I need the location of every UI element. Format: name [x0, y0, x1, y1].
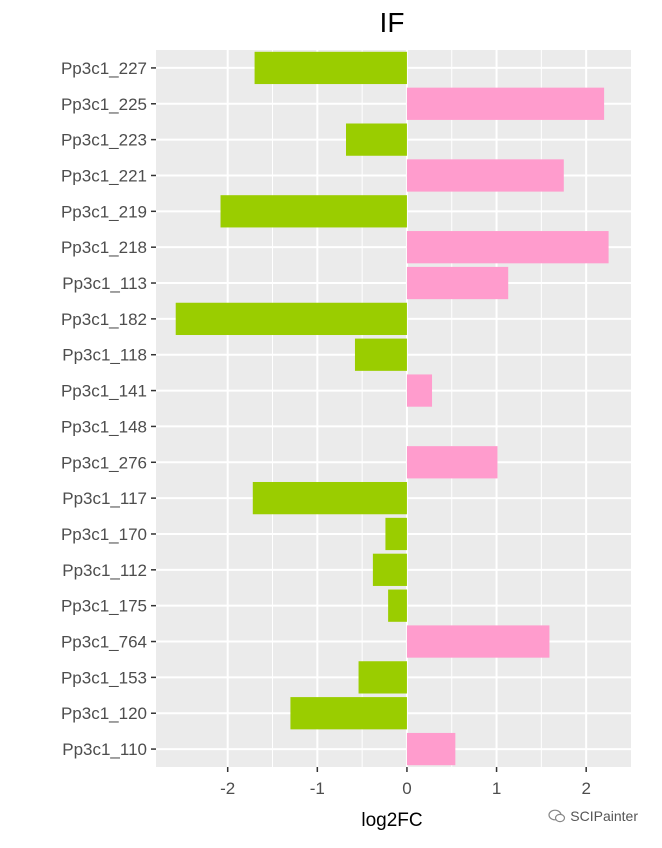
y-tick-label: Pp3c1_118	[62, 346, 147, 365]
y-tick-label: Pp3c1_153	[61, 668, 147, 687]
bar-Pp3c1_170	[385, 517, 407, 551]
y-tick-label: Pp3c1_120	[61, 704, 147, 723]
chart-title: IF	[380, 7, 405, 38]
bar-Pp3c1_225	[406, 87, 605, 120]
y-tick-label: Pp3c1_113	[62, 274, 147, 293]
bar-Pp3c1_218	[406, 231, 609, 264]
watermark-text: SCIPainter	[570, 808, 638, 824]
wechat-icon	[548, 809, 566, 823]
y-tick-label: Pp3c1_218	[61, 238, 147, 257]
y-tick-label: Pp3c1_141	[61, 382, 147, 401]
bar-Pp3c1_110	[406, 732, 456, 766]
bar-Pp3c1_182	[175, 302, 407, 336]
y-tick-label: Pp3c1_117	[62, 489, 147, 508]
x-tick-label: 2	[581, 779, 590, 798]
bar-Pp3c1_219	[220, 195, 407, 228]
y-tick-label: Pp3c1_175	[61, 597, 147, 616]
x-tick-label: -2	[220, 779, 235, 798]
watermark: SCIPainter	[548, 808, 638, 824]
bar-Pp3c1_153	[358, 661, 407, 694]
axes: Pp3c1_227 Pp3c1_225 Pp3c1_223 Pp3c1_221 Pp3c…	[61, 59, 591, 798]
y-tick-label: Pp3c1_764	[61, 633, 147, 652]
y-tick-label: Pp3c1_170	[61, 525, 147, 544]
bar-Pp3c1_764	[406, 625, 550, 658]
x-tick-label: 1	[492, 779, 501, 798]
x-tick-label: 0	[402, 779, 411, 798]
bar-Pp3c1_120	[290, 697, 407, 730]
bar-Pp3c1_221	[406, 159, 564, 192]
bars	[175, 51, 609, 766]
y-tick-label: Pp3c1_223	[61, 131, 147, 150]
y-tick-label: Pp3c1_112	[62, 561, 147, 580]
y-tick-label: Pp3c1_276	[61, 453, 147, 472]
bar-Pp3c1_117	[252, 481, 407, 515]
y-tick-label: Pp3c1_182	[61, 310, 147, 329]
y-tick-label: Pp3c1_110	[62, 740, 147, 759]
y-tick-label: Pp3c1_227	[61, 59, 147, 78]
y-tick-label: Pp3c1_219	[61, 202, 147, 221]
bar-Pp3c1_175	[388, 589, 407, 622]
y-tick-label: Pp3c1_225	[61, 95, 147, 114]
bar-Pp3c1_223	[346, 123, 407, 156]
y-tick-label: Pp3c1_221	[61, 166, 147, 185]
bar-Pp3c1_112	[372, 553, 407, 586]
bar-Pp3c1_227	[254, 51, 407, 85]
x-axis-label: log2FC	[361, 810, 422, 831]
bar-Pp3c1_276	[406, 446, 498, 479]
bar-Pp3c1_118	[354, 338, 407, 371]
bar-Pp3c1_113	[406, 266, 509, 300]
x-tick-label: -1	[310, 779, 325, 798]
y-tick-label: Pp3c1_148	[61, 417, 147, 436]
bar-Pp3c1_141	[406, 374, 433, 407]
